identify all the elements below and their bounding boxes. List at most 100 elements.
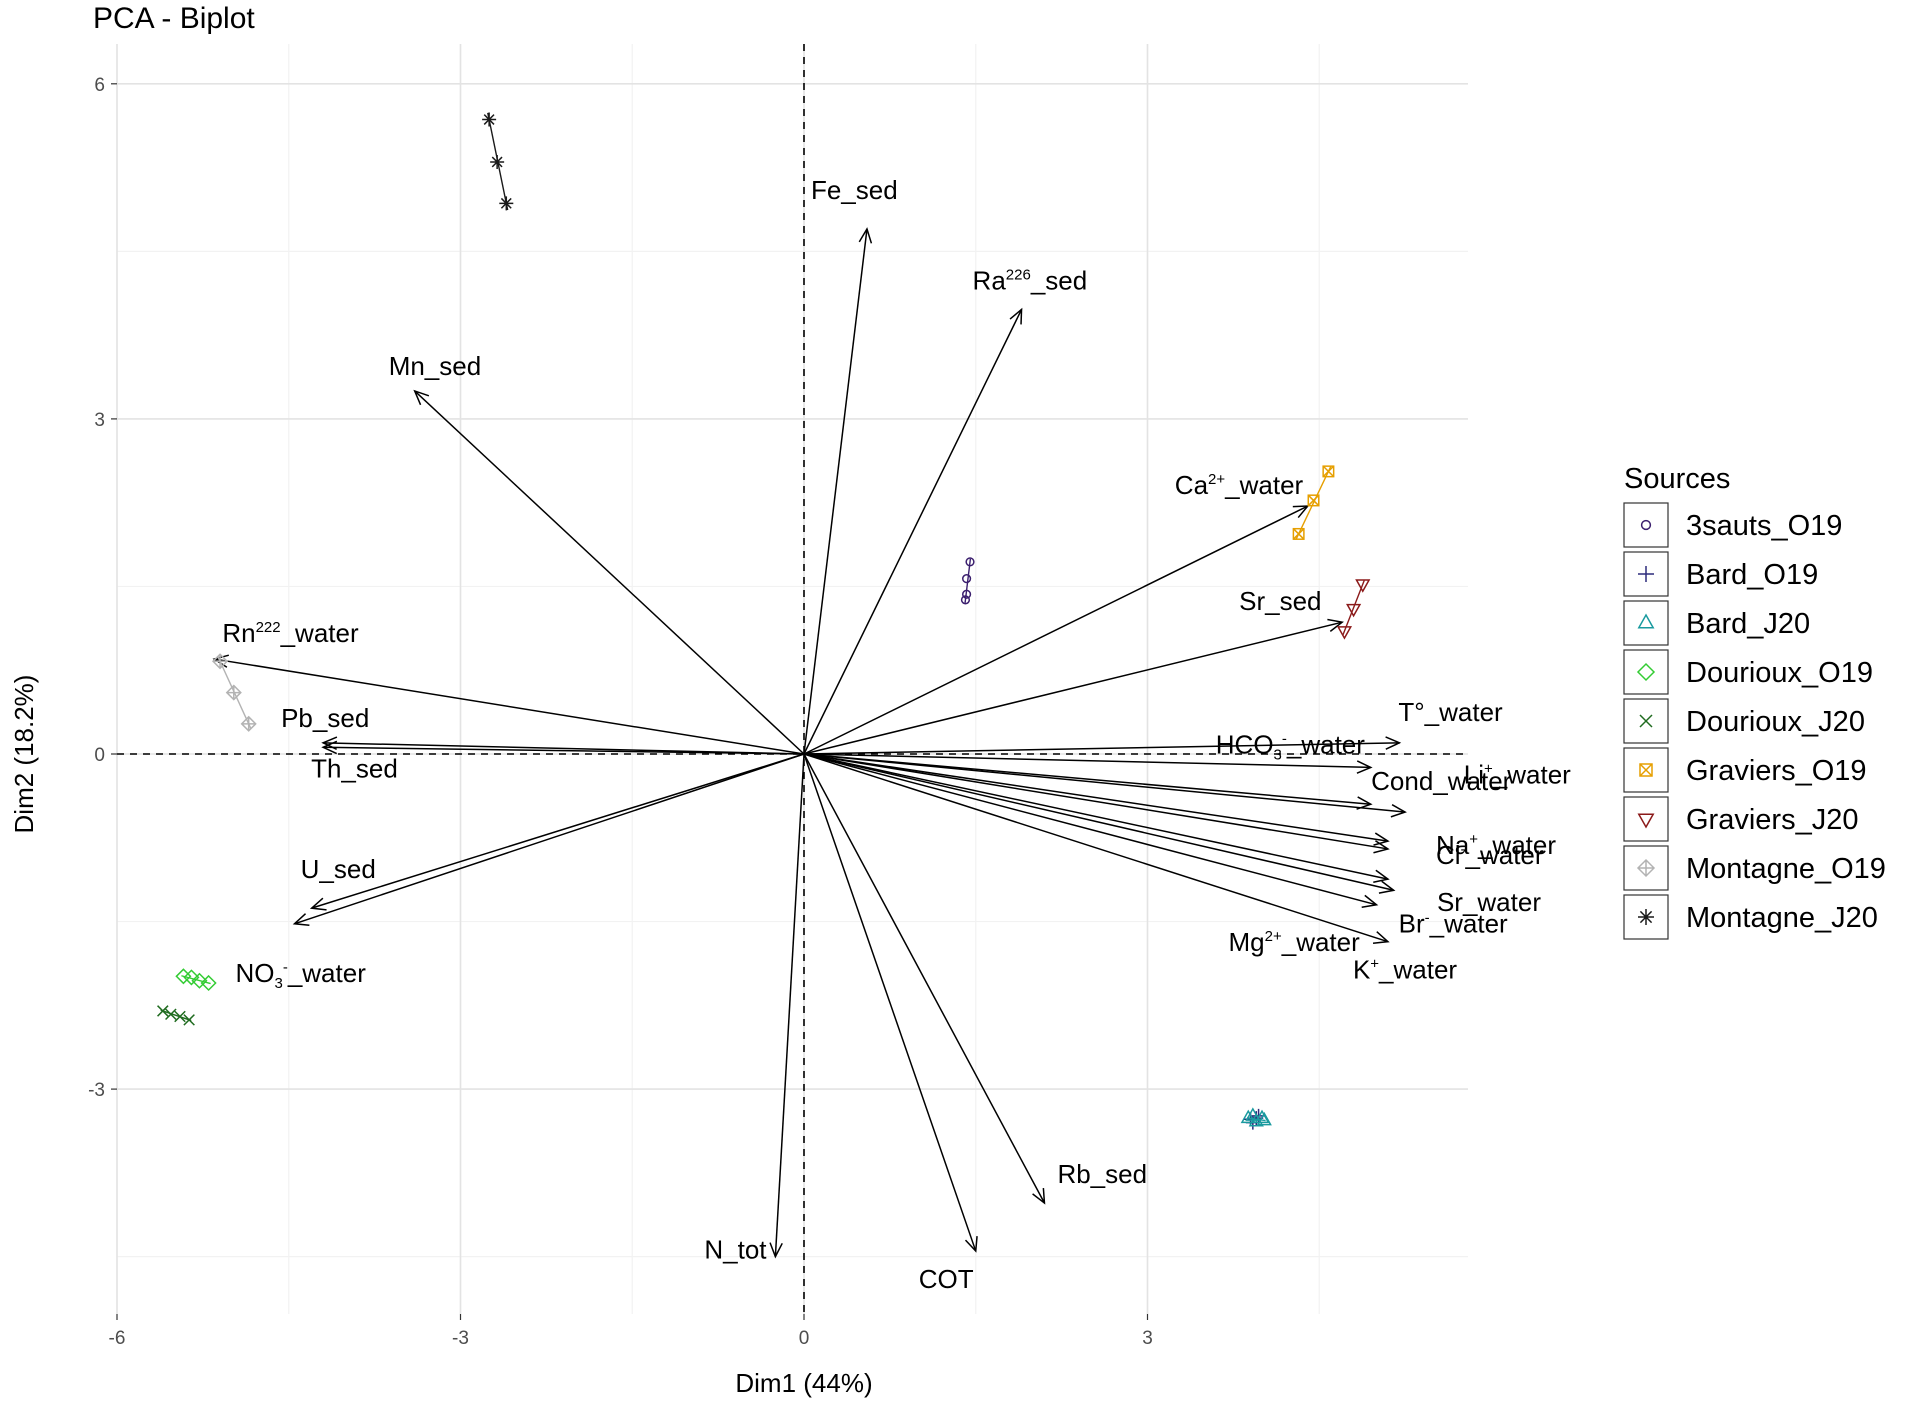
grid (116, 44, 1468, 1314)
series-link-graviers-o19 (1295, 466, 1332, 540)
arrow-fe-sed (803, 227, 873, 755)
legend-key-dourioux-o19 (1623, 649, 1669, 695)
arrow-ca2-water (803, 505, 1310, 755)
point-graviers-j20-0 (1355, 579, 1371, 593)
y-tick-label-1: 3 (94, 410, 105, 431)
legend-key-bard-j20 (1623, 600, 1669, 646)
variable-label-br-water: Br-_water (1399, 908, 1508, 938)
y-axis-title: Dim2 (18.2%) (9, 675, 39, 834)
legend-marker-montagne-o19 (1636, 858, 1656, 878)
point-montagne-o19-2 (240, 715, 257, 732)
legend-label-dourioux-o19: Dourioux_O19 (1686, 657, 1873, 689)
x-tick-label-0: -6 (109, 1328, 126, 1349)
y-tick-label-0: 6 (94, 75, 105, 96)
point-3sauts-o19-2 (961, 589, 972, 599)
arrow-rb-sed (803, 753, 1046, 1205)
arrow-pb-sed (321, 736, 805, 755)
variable-label-n-tot: N_tot (704, 1235, 767, 1265)
point-montagne-j20-2 (499, 196, 514, 211)
legend-key-3sauts-o19 (1623, 502, 1669, 548)
point-graviers-o19-1 (1307, 494, 1320, 507)
legend-label-montagne-o19: Montagne_O19 (1686, 853, 1886, 885)
legend-label-dourioux-j20: Dourioux_J20 (1686, 706, 1865, 738)
x-tick-label-2: 0 (799, 1328, 810, 1349)
arrow-cond-water (803, 753, 1407, 818)
point-dourioux-j20-0 (157, 1005, 169, 1017)
point-dourioux-o19-3 (200, 974, 217, 992)
legend: Sources 3sauts_O19 Bard_O19 Bard_J20 Dourio… (1623, 463, 1886, 940)
point-3sauts-o19-3 (960, 595, 971, 605)
series-bard-j20 (1240, 1107, 1272, 1127)
point-dourioux-o19-2 (191, 972, 208, 989)
series-link-bard-j20 (1246, 1117, 1266, 1122)
point-bard-j20-2 (1254, 1109, 1270, 1124)
legend-key-graviers-j20 (1623, 796, 1669, 842)
arrow-t-water (803, 736, 1402, 755)
arrow-k-water (803, 753, 1390, 945)
legend-item-graviers-o19: Graviers_O19 (1623, 747, 1867, 793)
variable-label-pb-sed: Pb_sed (281, 703, 369, 733)
legend-item-3sauts-o19: 3sauts_O19 (1623, 502, 1842, 548)
variable-label-li-water: Li+_water (1464, 759, 1571, 789)
legend-marker-montagne-j20 (1638, 909, 1654, 925)
variable-label-sr-water: Sr_water (1437, 887, 1541, 917)
series-link-dourioux-j20 (160, 1009, 192, 1022)
arrow-no3-water (292, 753, 805, 927)
point-dourioux-j20-1 (165, 1008, 177, 1021)
x-tick-label-1: -3 (452, 1328, 469, 1349)
point-bard-j20-3 (1245, 1107, 1261, 1121)
series-dourioux-j20 (157, 1005, 195, 1026)
variable-label-fe-sed: Fe_sed (811, 175, 898, 205)
point-graviers-j20-1 (1346, 603, 1362, 618)
point-dourioux-j20-2 (174, 1010, 186, 1023)
series-dourioux-o19 (175, 968, 217, 992)
arrow-mg2-water (803, 753, 1379, 908)
variable-label-u-sed: U_sed (301, 854, 376, 884)
variable-labels: Fe_sed Ra226_sed Mn_sed Ca2+_water Sr_sed Rn2… (222, 175, 1571, 1294)
legend-label-3sauts-o19: 3sauts_O19 (1686, 510, 1842, 542)
variable-label-cl-water: Cl-_water (1436, 840, 1544, 870)
legend-key-graviers-o19 (1623, 747, 1669, 793)
point-montagne-o19-0 (211, 653, 229, 670)
variable-label-rn222-water: Rn222_water (222, 618, 359, 648)
arrow-br-water (803, 753, 1396, 894)
legend-marker-bard-o19 (1638, 566, 1654, 582)
legend-item-montagne-o19: Montagne_O19 (1623, 845, 1886, 891)
legend-marker-bard-j20 (1637, 613, 1655, 629)
arrow-u-sed (309, 753, 805, 911)
y-tick-label-2: 0 (94, 745, 105, 766)
variable-label-cot: COT (919, 1264, 974, 1294)
point-dourioux-j20-3 (183, 1014, 195, 1026)
point-graviers-j20-2 (1336, 626, 1353, 640)
point-montagne-j20-0 (482, 112, 497, 127)
arrow-n-tot (769, 753, 805, 1259)
individual-points (157, 112, 1371, 1130)
legend-title: Sources (1624, 463, 1730, 495)
arrow-sr-sed (803, 618, 1344, 755)
series-montagne-o19 (211, 653, 257, 732)
axis-ticks: -6 -3 0 3 6 3 0 -3 (88, 75, 1153, 1349)
chart-title: PCA - Biplot (93, 2, 255, 35)
arrow-na-water (803, 753, 1390, 846)
arrow-hco3-water (803, 753, 1373, 774)
arrow-mn-sed (413, 389, 805, 755)
variable-label-no3-water: NO3-_water (235, 958, 366, 992)
variable-label-mn-sed: Mn_sed (389, 351, 482, 381)
legend-marker-3sauts-o19 (1640, 519, 1652, 531)
arrow-cl-water (803, 753, 1390, 854)
series-montagne-j20 (482, 112, 514, 211)
legend-label-graviers-o19: Graviers_O19 (1686, 755, 1867, 787)
variable-label-sr-sed: Sr_sed (1239, 586, 1321, 616)
legend-label-bard-j20: Bard_J20 (1686, 608, 1810, 640)
variable-label-ra226-sed: Ra226_sed (973, 265, 1088, 295)
x-axis-title: Dim1 (44%) (735, 1368, 872, 1398)
point-graviers-o19-0 (1292, 527, 1305, 540)
point-montagne-j20-1 (490, 154, 505, 169)
series-3sauts-o19 (960, 557, 975, 605)
variable-label-k-water: K+_water (1353, 955, 1457, 985)
y-tick-label-3: -3 (88, 1080, 105, 1101)
arrow-ra226-sed (803, 307, 1023, 755)
point-montagne-o19-1 (225, 684, 242, 701)
arrow-th-sed (321, 740, 805, 755)
